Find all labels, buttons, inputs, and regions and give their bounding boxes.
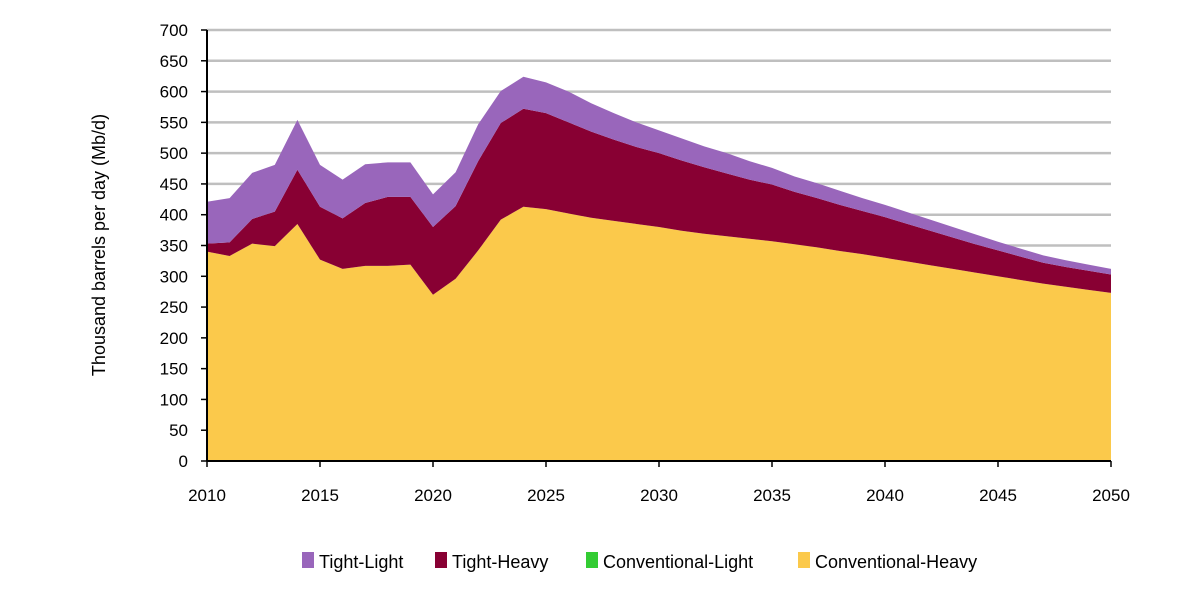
y-tick-label: 0 bbox=[179, 452, 188, 471]
y-tick-label: 600 bbox=[160, 83, 188, 102]
x-tick-label: 2045 bbox=[979, 486, 1017, 505]
x-tick-label: 2035 bbox=[753, 486, 791, 505]
legend-label-tight-light: Tight-Light bbox=[319, 552, 403, 572]
x-tick-label: 2050 bbox=[1092, 486, 1130, 505]
y-tick-label: 350 bbox=[160, 237, 188, 256]
legend-swatch-tight-light bbox=[302, 552, 314, 568]
plot-areas bbox=[207, 76, 1111, 461]
area-conventional-heavy bbox=[207, 206, 1111, 461]
y-tick-label: 700 bbox=[160, 21, 188, 40]
area-tight-heavy bbox=[207, 108, 1111, 295]
legend: Tight-Light Tight-Heavy Conventional-Light… bbox=[302, 552, 977, 572]
x-tick-label: 2025 bbox=[527, 486, 565, 505]
area-tight-light bbox=[207, 76, 1111, 275]
legend-swatch-conventional-heavy bbox=[798, 552, 810, 568]
legend-label-tight-heavy: Tight-Heavy bbox=[452, 552, 548, 572]
legend-label-conventional-heavy: Conventional-Heavy bbox=[815, 552, 977, 572]
y-tick-label: 650 bbox=[160, 52, 188, 71]
y-tick-label: 50 bbox=[169, 421, 188, 440]
x-tick-label: 2040 bbox=[866, 486, 904, 505]
y-tick-label: 150 bbox=[160, 360, 188, 379]
y-tick-label: 300 bbox=[160, 267, 188, 286]
y-tick-label: 400 bbox=[160, 206, 188, 225]
axes: 0 50 100 150 200 250 300 350 400 450 500 550 600 650 7… bbox=[160, 21, 1130, 505]
y-axis-title: Thousand barrels per day (Mb/d) bbox=[89, 114, 109, 376]
legend-swatch-tight-heavy bbox=[435, 552, 447, 568]
y-tick-label: 250 bbox=[160, 298, 188, 317]
x-tick-label: 2020 bbox=[414, 486, 452, 505]
legend-label-conventional-light: Conventional-Light bbox=[603, 552, 753, 572]
y-tick-label: 200 bbox=[160, 329, 188, 348]
x-tick-label: 2030 bbox=[640, 486, 678, 505]
x-tick-label: 2010 bbox=[188, 486, 226, 505]
legend-swatch-conventional-light bbox=[586, 552, 598, 568]
y-tick-label: 100 bbox=[160, 390, 188, 409]
x-tick-label: 2015 bbox=[301, 486, 339, 505]
y-tick-label: 550 bbox=[160, 113, 188, 132]
y-tick-label: 500 bbox=[160, 144, 188, 163]
y-tick-label: 450 bbox=[160, 175, 188, 194]
